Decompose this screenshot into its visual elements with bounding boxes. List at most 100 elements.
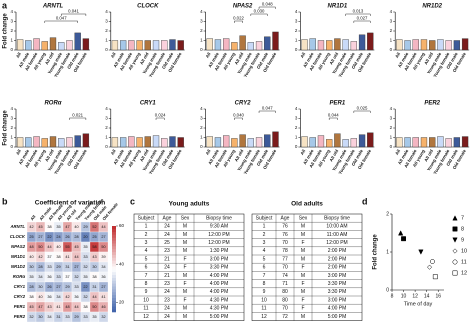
cell-value: 44	[92, 295, 96, 299]
cell-value: 30	[38, 285, 42, 289]
table-cell: M	[301, 314, 305, 320]
y-tick-label: 4	[10, 106, 13, 111]
y-tick-label: 3	[200, 116, 203, 121]
legend-marker	[452, 259, 458, 265]
colorbar-segment	[112, 289, 116, 293]
significance-bracket	[258, 110, 276, 113]
bar	[350, 138, 358, 148]
table-cell: M	[301, 248, 305, 254]
x-tick-label: All old	[44, 148, 55, 162]
colorbar-segment	[112, 283, 116, 287]
cell-value: 41	[56, 305, 60, 309]
y-tick-label: 0	[10, 47, 13, 52]
cell-value: 50	[101, 245, 105, 249]
y-tick-label: 0	[200, 144, 203, 149]
chart-title: CLOCK	[137, 4, 159, 10]
table-border	[251, 213, 363, 321]
bar	[429, 40, 436, 51]
x-tick-label: 12	[412, 293, 418, 299]
cell-value: 32	[29, 315, 33, 319]
cell-value: 58	[92, 245, 96, 249]
x-tick-label: All	[15, 52, 22, 59]
bar	[272, 131, 279, 148]
table-cell: 24	[164, 224, 170, 230]
cell-value: 32	[74, 275, 78, 279]
table-cell: 72	[282, 314, 288, 320]
chart-title: CRY2	[235, 101, 252, 107]
y-tick-label: 1	[10, 135, 13, 140]
colorbar-segment	[112, 248, 116, 253]
p-value: 0.041	[68, 9, 79, 14]
colorbar-segment	[112, 243, 116, 247]
cell-value: 28	[29, 285, 33, 289]
bar	[111, 40, 119, 51]
bar	[367, 132, 374, 148]
bar	[16, 39, 24, 51]
table-cell: M	[183, 224, 187, 230]
cell-value: 27	[101, 285, 105, 289]
p-value: 0.040	[233, 113, 244, 118]
table-cell: 3:00 PM	[210, 256, 229, 262]
colorbar-tick-label: 20	[119, 300, 125, 305]
bar	[309, 137, 316, 148]
bar	[41, 41, 48, 51]
table-cell: 76	[282, 224, 288, 230]
table-cell: 21	[164, 273, 170, 279]
point	[429, 259, 435, 264]
y-tick-label: 0	[200, 47, 203, 52]
bar	[58, 42, 65, 51]
table-cell: 74	[282, 273, 288, 279]
y-tick-label: 4	[200, 106, 203, 111]
cell-value: 29	[56, 265, 60, 269]
cell-value: 26	[47, 285, 51, 289]
significance-bracket	[155, 117, 165, 120]
table-cell: 12	[143, 314, 149, 320]
bar	[255, 41, 263, 51]
legend-marker	[452, 248, 458, 254]
x-tick-label: All old	[423, 148, 434, 162]
table-cell: 3	[145, 240, 148, 246]
table-cell: F	[183, 297, 186, 303]
bar	[342, 139, 349, 148]
bar	[82, 38, 90, 51]
cell-value: 30	[92, 265, 96, 269]
y-tick-label: 4	[390, 9, 393, 14]
table-cell: 12:00 PM	[326, 240, 347, 246]
x-tick-label: All	[394, 52, 401, 59]
table-cell: 2	[145, 232, 148, 238]
x-axis-label: Time of day	[404, 301, 433, 307]
table-cell: 24	[164, 314, 170, 320]
table-header: Age	[281, 215, 290, 221]
bar	[231, 42, 238, 51]
y-tick-label: 1	[10, 38, 13, 43]
x-tick-label: All	[299, 149, 306, 156]
table-cell: F	[301, 240, 304, 246]
cell-value: 37	[47, 255, 51, 259]
colorbar-segment	[112, 269, 116, 273]
bar	[437, 136, 444, 148]
significance-bracket	[353, 20, 371, 23]
bar	[206, 136, 213, 148]
cell-value: 35	[56, 225, 60, 229]
bar	[136, 137, 143, 148]
bar	[136, 40, 143, 51]
cell-value: 29	[74, 315, 78, 319]
cell-value: 40	[56, 245, 60, 249]
y-tick-label: 1	[200, 38, 203, 43]
p-value: 0.044	[328, 113, 339, 118]
bar	[326, 139, 333, 148]
y-tick-label: 3	[105, 19, 108, 24]
table-cell: 71	[282, 281, 288, 287]
legend-marker	[452, 215, 458, 221]
bar	[25, 40, 32, 51]
cell-value: 20	[83, 235, 87, 239]
y-tick-label: 3	[295, 19, 298, 24]
table-cell: 80	[282, 297, 288, 303]
bar	[396, 39, 403, 51]
bar	[231, 138, 238, 148]
colorbar-segment	[112, 277, 116, 281]
table-cell: 10	[143, 297, 149, 303]
cell-value: 31	[56, 315, 60, 319]
colorbar-segment	[112, 309, 116, 313]
